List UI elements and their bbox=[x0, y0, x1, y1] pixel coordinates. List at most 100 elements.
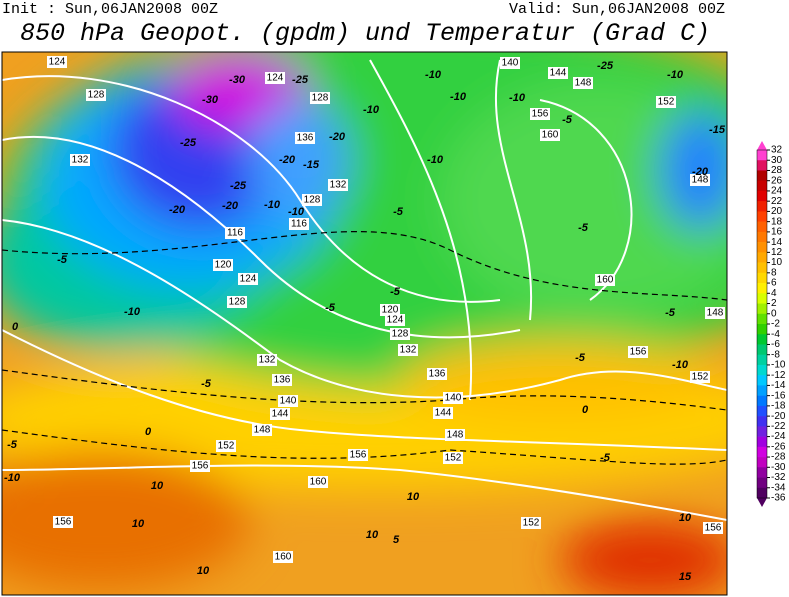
temperature-label: -5 bbox=[7, 439, 18, 451]
geopotential-label: 144 bbox=[435, 408, 452, 419]
temperature-label: -10 bbox=[4, 472, 21, 484]
colorbar-band bbox=[757, 272, 767, 284]
geopotential-label: 160 bbox=[310, 477, 327, 488]
geopotential-label-box bbox=[53, 516, 73, 528]
temperature-label: -25 bbox=[230, 180, 247, 192]
geopotential-label-box bbox=[433, 407, 453, 419]
geopotential-label: 148 bbox=[707, 308, 724, 319]
colorbar-band bbox=[757, 426, 767, 437]
colorbar-label: -2 bbox=[771, 319, 780, 330]
colorbar-band bbox=[757, 303, 767, 315]
geopotential-label: 152 bbox=[523, 518, 540, 529]
colorbar-label: 16 bbox=[771, 227, 783, 238]
geopotential-label: 136 bbox=[274, 375, 291, 386]
geopotential-label-box bbox=[302, 194, 322, 206]
geopotential-label-box bbox=[398, 344, 418, 356]
geopotential-label-box bbox=[703, 522, 723, 534]
geopotential-label: 148 bbox=[447, 430, 464, 441]
temperature-label: 10 bbox=[132, 518, 145, 530]
colorbar-band bbox=[757, 477, 767, 489]
geopotential-label-box bbox=[190, 460, 210, 472]
temperature-label: -15 bbox=[303, 159, 320, 171]
temperature-label: -10 bbox=[425, 69, 442, 81]
colorbar-label: -20 bbox=[771, 411, 786, 422]
geopotential-label-box bbox=[445, 429, 465, 441]
colorbar-band bbox=[757, 385, 767, 396]
colorbar-label: 6 bbox=[771, 278, 777, 289]
geopotential-label: 136 bbox=[429, 369, 446, 380]
geopotential-label: 124 bbox=[267, 73, 284, 84]
geopotential-label: 128 bbox=[88, 90, 105, 101]
isotherms bbox=[2, 231, 727, 465]
geopotential-label-box bbox=[628, 346, 648, 358]
temperature-label: -20 bbox=[169, 204, 186, 216]
geopotential-label-box bbox=[573, 77, 593, 89]
colorbar-label: 0 bbox=[771, 308, 777, 319]
colorbar-band bbox=[757, 262, 767, 274]
temperature-label: 10 bbox=[197, 565, 210, 577]
temperature-label: -10 bbox=[427, 154, 444, 166]
temperature-label: 5 bbox=[393, 534, 400, 546]
geopotential-label: 160 bbox=[597, 275, 614, 286]
colorbar-label: 28 bbox=[771, 165, 783, 176]
geopotential-label: 160 bbox=[542, 130, 559, 141]
temperature-label: 10 bbox=[366, 529, 379, 541]
temperature-label: -10 bbox=[363, 104, 380, 116]
geopotential-label-box bbox=[595, 274, 615, 286]
colorbar-band bbox=[757, 344, 767, 356]
colorbar-label: -8 bbox=[771, 349, 780, 360]
geopotential-label-box bbox=[227, 296, 247, 308]
temperature-label: -5 bbox=[665, 307, 676, 319]
temperature-label: -5 bbox=[57, 254, 68, 266]
temperature-label: -5 bbox=[201, 378, 212, 390]
temperature-label: 10 bbox=[151, 480, 164, 492]
geopotential-label: 152 bbox=[692, 372, 709, 383]
geopotential-label-box bbox=[385, 314, 405, 326]
geopotential-label: 136 bbox=[297, 133, 314, 144]
geopotential-label-box bbox=[216, 440, 236, 452]
geopotential-label: 144 bbox=[272, 409, 289, 420]
geopotential-label-box bbox=[47, 56, 67, 68]
geopotential-label-box bbox=[500, 57, 520, 69]
geopotential-label-box bbox=[252, 424, 272, 436]
colorbar-label: 26 bbox=[771, 175, 783, 186]
geopotential-label-box bbox=[310, 92, 330, 104]
geopotential-label: 132 bbox=[330, 180, 347, 191]
temperature-label: -5 bbox=[390, 286, 401, 298]
geopotential-label-box bbox=[705, 307, 725, 319]
temperature-label: -5 bbox=[600, 452, 611, 464]
geopotential-label-box bbox=[690, 174, 710, 186]
colorbar-band bbox=[757, 446, 767, 458]
temperature-label: -10 bbox=[450, 91, 467, 103]
colorbar-band bbox=[757, 457, 767, 468]
colorbar-band bbox=[757, 283, 767, 294]
temperature-label: -5 bbox=[562, 114, 573, 126]
geopotential-label-box bbox=[272, 374, 292, 386]
geopotential-label-box bbox=[380, 304, 400, 316]
colorbar-band bbox=[757, 334, 767, 345]
colorbar-band bbox=[757, 170, 767, 182]
geopotential-label-box bbox=[348, 449, 368, 461]
geopotential-label-box bbox=[289, 218, 309, 230]
colorbar-band bbox=[757, 160, 767, 171]
colorbar-band bbox=[757, 487, 767, 499]
geopotential-label-box bbox=[238, 273, 258, 285]
geopotential-label: 156 bbox=[705, 523, 722, 534]
colorbar-label: 2 bbox=[771, 298, 777, 309]
colorbar-band bbox=[757, 324, 767, 335]
colorbar-label: -4 bbox=[771, 329, 780, 340]
geopotential-label-box bbox=[225, 227, 245, 239]
geopotential-label: 156 bbox=[630, 347, 647, 358]
geopotential-label: 128 bbox=[392, 329, 409, 340]
geopotential-label: 156 bbox=[192, 461, 209, 472]
colorbar-label: 30 bbox=[771, 155, 783, 166]
colorbar-label: -24 bbox=[771, 431, 786, 442]
colorbar-label: -28 bbox=[771, 452, 786, 463]
geopotential-label-box bbox=[427, 368, 447, 380]
colorbar-bottom-arrow bbox=[757, 498, 767, 507]
geopotential-label: 124 bbox=[387, 315, 404, 326]
colorbar-label: 14 bbox=[771, 237, 783, 248]
colorbar-label: -36 bbox=[771, 493, 786, 504]
colorbar-label: -34 bbox=[771, 482, 786, 493]
geopotential-label: 156 bbox=[532, 109, 549, 120]
